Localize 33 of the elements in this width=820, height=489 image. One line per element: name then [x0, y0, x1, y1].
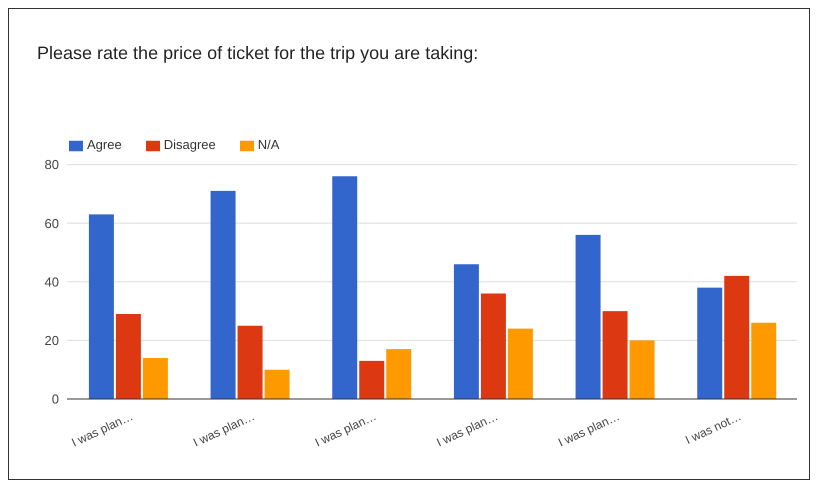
bar [88, 214, 114, 399]
bar [210, 190, 236, 399]
bar [142, 358, 168, 399]
x-tick-label: I was not… [683, 409, 744, 448]
bar [508, 328, 533, 399]
x-tick-label: I was plan… [191, 409, 257, 450]
y-tick-label: 20 [44, 333, 59, 348]
bar [264, 370, 290, 399]
legend-label: Disagree [164, 137, 216, 152]
legend-label: Agree [87, 137, 122, 152]
bar [454, 264, 479, 399]
bar [697, 288, 722, 399]
y-tick-label: 60 [44, 216, 59, 231]
bar [332, 176, 358, 399]
bar [751, 322, 776, 399]
chart-title: Please rate the price of ticket for the trip you are taking: [37, 43, 478, 64]
y-tick-label: 80 [44, 157, 59, 172]
x-tick-label: I was plan… [434, 409, 500, 450]
legend-label: N/A [258, 137, 280, 152]
bar [602, 311, 628, 399]
x-tick-label: I was plan… [69, 409, 136, 450]
bar [386, 349, 412, 399]
bar [359, 360, 384, 399]
bar [480, 294, 506, 399]
bar [630, 340, 655, 399]
bar [724, 276, 750, 399]
bar [116, 314, 141, 399]
bar [238, 326, 263, 399]
y-tick-label: 40 [44, 274, 59, 290]
x-tick-label: I was plan… [556, 409, 622, 450]
bar [576, 234, 601, 399]
y-tick-label: 0 [52, 392, 59, 407]
x-tick-label: I was plan… [312, 409, 378, 450]
